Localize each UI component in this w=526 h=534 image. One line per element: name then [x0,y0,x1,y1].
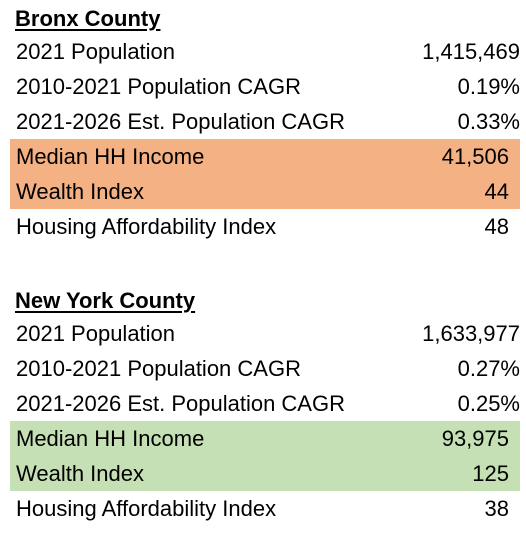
row-value: 44 [484,179,509,204]
bronx-row-median-income: Median HH Income 41,506 [10,139,520,174]
ny-row-est-population-cagr: 2021-2026 Est. Population CAGR 0.25% [10,386,520,421]
row-value: 0.25% [457,391,520,416]
row-label: 2021 Population [16,321,176,346]
bronx-row-est-population-cagr: 2021-2026 Est. Population CAGR 0.33% [10,104,520,139]
row-label: Housing Affordability Index [16,214,277,239]
row-label: Wealth Index [16,179,145,204]
row-label: 2021-2026 Est. Population CAGR [16,109,345,134]
ny-row-population-cagr: 2010-2021 Population CAGR 0.27% [10,351,520,386]
bronx-row-housing-affordability: Housing Affordability Index 48 [10,209,520,244]
row-value: 41,506 [441,144,509,169]
row-value: 125 [472,461,509,486]
ny-row-population: 2021 Population 1,633,977 [10,316,520,351]
row-value: 48 [484,214,509,239]
ny-row-housing-affordability: Housing Affordability Index 38 [10,491,520,526]
row-value: 1,633,977 [422,321,520,346]
bronx-row-wealth-index: Wealth Index 44 [10,174,520,209]
row-label: Median HH Income [16,144,205,169]
row-value: 0.33% [457,109,520,134]
bronx-row-population: 2021 Population 1,415,469 [10,34,520,69]
bronx-row-population-cagr: 2010-2021 Population CAGR 0.19% [10,69,520,104]
row-label: 2021-2026 Est. Population CAGR [16,391,345,416]
ny-row-median-income: Median HH Income 93,975 [10,421,520,456]
bronx-county-title: Bronx County [15,6,161,31]
row-label: 2010-2021 Population CAGR [16,74,301,99]
row-label: 2021 Population [16,39,176,64]
row-label: Housing Affordability Index [16,496,277,521]
row-value: 38 [484,496,509,521]
new-york-county-title: New York County [15,288,196,313]
row-value: 93,975 [441,426,509,451]
row-value: 0.27% [457,356,520,381]
row-value: 1,415,469 [422,39,520,64]
row-label: Wealth Index [16,461,145,486]
ny-row-wealth-index: Wealth Index 125 [10,456,520,491]
row-label: Median HH Income [16,426,205,451]
row-label: 2010-2021 Population CAGR [16,356,301,381]
row-value: 0.19% [457,74,520,99]
